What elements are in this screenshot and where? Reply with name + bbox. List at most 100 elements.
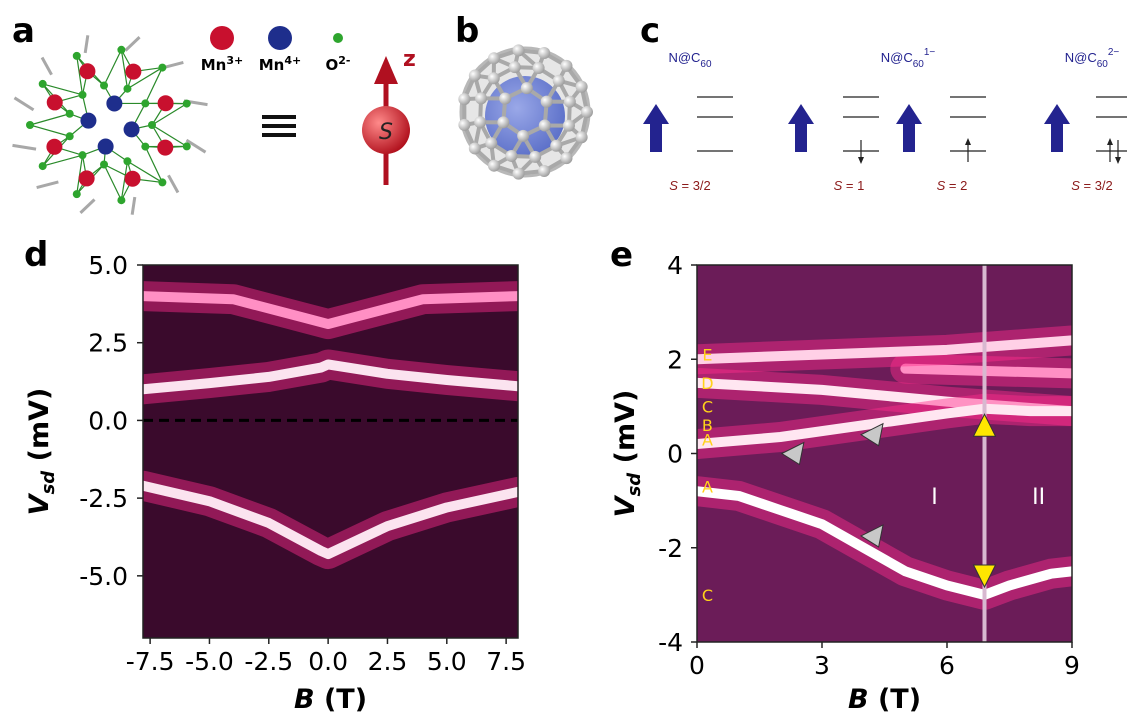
spin-value: = 3/2 [1080,178,1113,193]
electron-spin-head [858,157,864,164]
carbon-atom [512,44,525,57]
y-axis-label: Vsd (mV) [24,388,59,516]
pointer-arrow [780,441,805,466]
panel-label: d [24,235,48,275]
mn12-molecule [12,35,208,215]
carbon-atom [550,139,563,152]
x-axis-symbol: B [294,684,315,715]
band-letter: D [701,374,713,393]
carbon-atom [517,129,530,142]
x-axis-unit: (T) [869,684,922,715]
spin-symbol: S z [362,47,416,185]
mn3-atom [46,138,63,155]
bond [151,103,188,126]
carbon-atom [538,47,551,60]
bond-stick [13,96,35,112]
carbon-atom [520,82,533,95]
title-subscript: 60 [913,59,925,70]
spin-arrow-head [1044,104,1070,124]
x-tick-label: 6 [939,651,955,680]
legend-charge: 2- [338,54,350,67]
legend-symbol: Mn [259,56,285,74]
x-tick-label: 5.0 [427,647,467,676]
legend-label: Mn3+ [201,54,243,74]
electron-spin-head [1115,157,1121,164]
oxygen-atom [182,99,191,108]
band-ridge [697,403,1072,450]
carbon-atom [560,152,573,165]
x-tick-label: -5.0 [185,647,234,676]
state-title: N@C602− [1065,47,1120,70]
oxygen-atom [72,190,81,199]
legend-label: Mn4+ [259,54,301,74]
oxygen-atom [65,132,74,141]
y-tick-label: 0.0 [88,406,128,435]
carbon-atom [575,80,588,93]
band-letter: A [702,477,713,496]
spin-value: = 3/2 [678,178,711,193]
legend-symbol: Mn [201,56,227,74]
plot-area [143,281,518,570]
y-tick-label: 2 [667,345,683,374]
legend-swatch [210,26,234,50]
oxygen-atom [117,196,126,205]
oxygen-atom [72,51,81,60]
carbon-atom [560,59,573,72]
bond [120,161,129,201]
spin-arrowhead [374,56,398,84]
x-tick-label: 7.5 [486,647,526,676]
x-tick-label: -7.5 [126,647,175,676]
band-ridge [697,486,1072,600]
bond-stick [83,35,90,54]
y-axis-unit: (mV) [24,388,55,471]
carbon-atom [458,118,471,131]
bond-stick [40,56,53,76]
carbon-atom [468,69,481,82]
bond [144,67,163,104]
carbon-atom [499,92,512,105]
spin-label: S = 3/2 [1071,178,1113,193]
y-tick-label: -5.0 [79,562,128,591]
y-tick-label: -2 [658,534,683,563]
title-main: N@C [1065,50,1097,65]
region-label: I [931,485,938,510]
pointer-arrow [859,422,884,447]
spin-symbol: S [669,178,678,193]
legend-charge: 4+ [284,54,301,67]
state-title: N@C60 [668,50,712,70]
bond [29,113,70,126]
oxygen-atom [78,151,87,160]
spin-arrow-shaft [795,122,807,152]
y-tick-label: -4 [658,628,683,657]
bond [42,154,83,167]
bond [103,49,122,86]
spin-arrow-shaft [650,122,662,152]
band-letter: E [702,346,712,365]
band-ridge [143,480,518,560]
oxygen-atom [158,178,167,187]
plot-frame [142,264,519,639]
spin-arrow-head [788,104,814,124]
bond-stick [167,174,180,194]
carbon-atom [532,62,545,75]
band-ridge [697,335,1072,365]
electron-spin-head [1107,138,1113,145]
oxygen-atom [123,84,132,93]
carbon-atom [475,92,488,105]
mn3-atom [124,170,141,187]
bond-stick [185,138,207,154]
y-axis-symbol: V [610,494,641,517]
spin-symbol: S [937,178,946,193]
spin-label: S = 3/2 [669,178,711,193]
carbon-atom [538,119,551,132]
carbon-atom [508,61,521,74]
electron-spin-head [965,138,971,145]
oxygen-atom [38,79,47,88]
legend-symbol: O [326,56,339,74]
spin-value: = 1 [842,178,864,193]
spin-arrow-head [896,104,922,124]
x-axis-label: B (T) [294,684,367,715]
bond [151,124,188,147]
bond [120,49,129,89]
